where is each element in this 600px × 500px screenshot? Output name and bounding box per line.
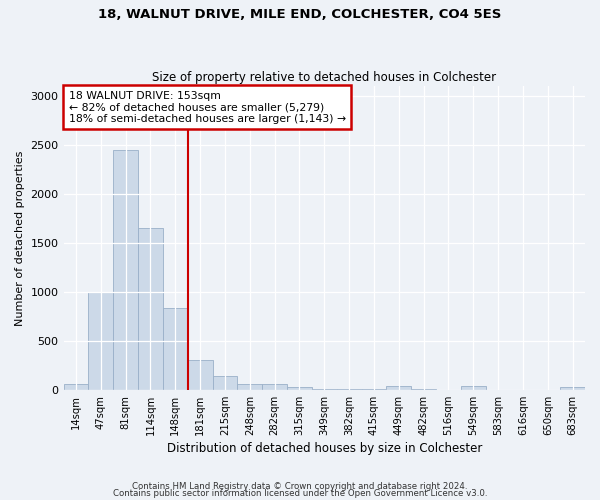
Bar [238, 384, 262, 390]
Text: 18, WALNUT DRIVE, MILE END, COLCHESTER, CO4 5ES: 18, WALNUT DRIVE, MILE END, COLCHESTER, … [98, 8, 502, 20]
Y-axis label: Number of detached properties: Number of detached properties [15, 150, 25, 326]
Bar [262, 384, 287, 390]
Text: Contains HM Land Registry data © Crown copyright and database right 2024.: Contains HM Land Registry data © Crown c… [132, 482, 468, 491]
X-axis label: Distribution of detached houses by size in Colchester: Distribution of detached houses by size … [167, 442, 482, 455]
Bar [113, 150, 138, 390]
Bar [64, 384, 88, 390]
Text: 18 WALNUT DRIVE: 153sqm
← 82% of detached houses are smaller (5,279)
18% of semi: 18 WALNUT DRIVE: 153sqm ← 82% of detache… [69, 90, 346, 124]
Text: Contains public sector information licensed under the Open Government Licence v3: Contains public sector information licen… [113, 490, 487, 498]
Bar [188, 360, 212, 390]
Bar [138, 228, 163, 390]
Bar [461, 386, 485, 390]
Bar [88, 292, 113, 390]
Bar [287, 387, 312, 390]
Bar [386, 386, 411, 390]
Bar [163, 308, 188, 390]
Title: Size of property relative to detached houses in Colchester: Size of property relative to detached ho… [152, 70, 496, 84]
Bar [212, 376, 238, 390]
Bar [560, 387, 585, 390]
